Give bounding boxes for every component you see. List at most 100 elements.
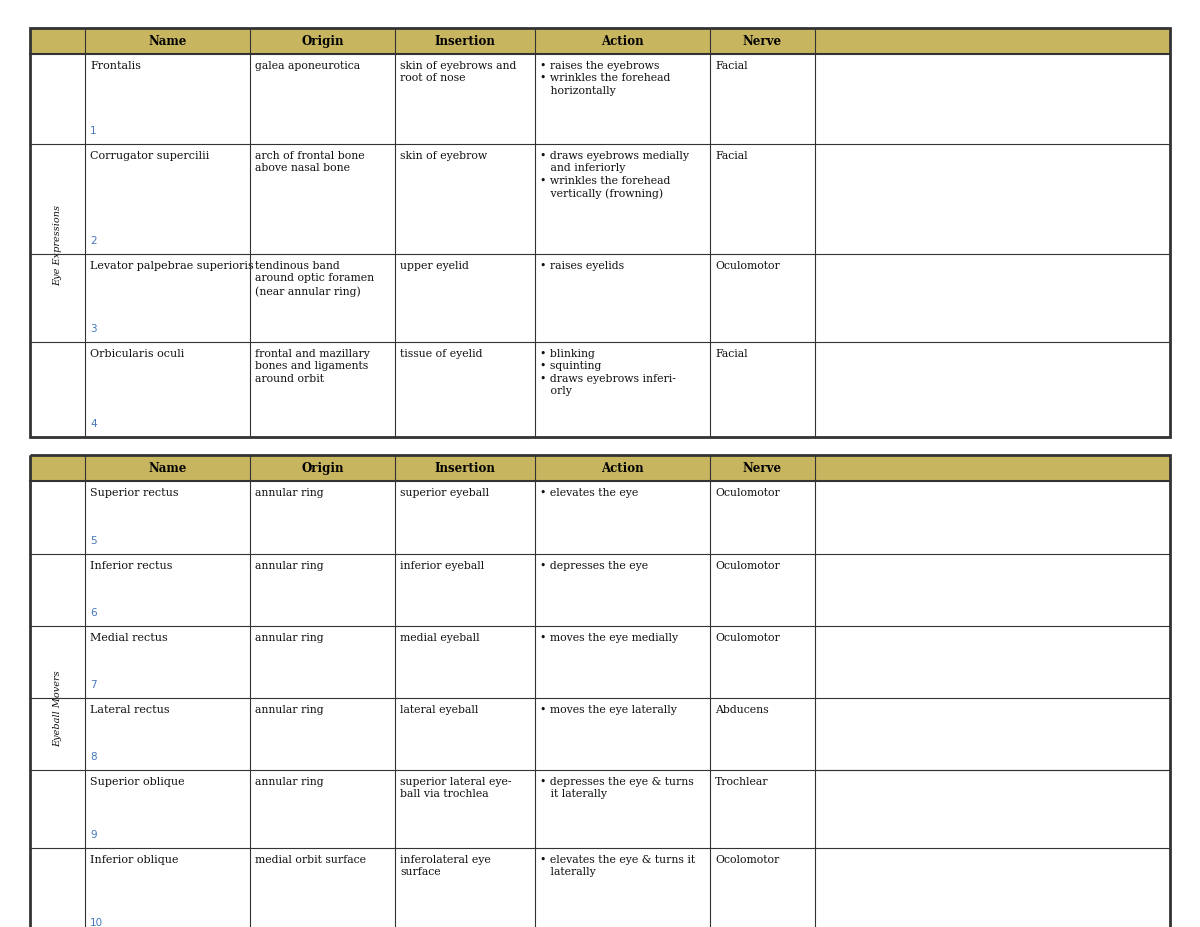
- Text: • elevates the eye & turns it
   laterally: • elevates the eye & turns it laterally: [540, 855, 695, 877]
- Text: annular ring: annular ring: [256, 777, 324, 787]
- Bar: [395, 698, 535, 770]
- Bar: [30, 254, 85, 342]
- Text: upper eyelid: upper eyelid: [400, 261, 469, 271]
- Bar: [30, 848, 85, 927]
- Bar: [85, 481, 250, 554]
- Text: skin of eyebrow: skin of eyebrow: [400, 151, 487, 161]
- Bar: [30, 342, 85, 437]
- Text: Oculomotor: Oculomotor: [715, 261, 780, 271]
- Bar: [85, 254, 250, 342]
- Text: Superior oblique: Superior oblique: [90, 777, 185, 787]
- Text: superior lateral eye-
ball via trochlea: superior lateral eye- ball via trochlea: [400, 777, 511, 799]
- Text: Oculomotor: Oculomotor: [715, 488, 780, 498]
- Bar: [535, 770, 710, 848]
- Text: Inferior oblique: Inferior oblique: [90, 855, 179, 865]
- Bar: [85, 626, 250, 698]
- Bar: [250, 698, 395, 770]
- Bar: [395, 626, 535, 698]
- Bar: [250, 342, 395, 437]
- Text: annular ring: annular ring: [256, 633, 324, 643]
- Text: 4: 4: [90, 419, 97, 429]
- Bar: [30, 770, 85, 848]
- Bar: [395, 144, 535, 254]
- Bar: [250, 144, 395, 254]
- Bar: [710, 54, 815, 144]
- Bar: [250, 848, 395, 927]
- Bar: [85, 455, 1170, 481]
- Bar: [30, 626, 85, 698]
- Bar: [250, 254, 395, 342]
- Bar: [30, 455, 85, 481]
- Bar: [30, 455, 1170, 927]
- Bar: [710, 770, 815, 848]
- Bar: [30, 698, 85, 770]
- Bar: [815, 144, 1170, 254]
- Bar: [30, 28, 85, 54]
- Bar: [815, 342, 1170, 437]
- Text: Action: Action: [601, 462, 644, 475]
- Text: Orbicularis oculi: Orbicularis oculi: [90, 349, 185, 359]
- Bar: [710, 626, 815, 698]
- Bar: [85, 848, 250, 927]
- Text: • depresses the eye & turns
   it laterally: • depresses the eye & turns it laterally: [540, 777, 694, 799]
- Text: 6: 6: [90, 608, 97, 618]
- Text: 10: 10: [90, 918, 103, 927]
- Bar: [395, 254, 535, 342]
- Bar: [395, 481, 535, 554]
- Bar: [395, 54, 535, 144]
- Text: Origin: Origin: [301, 34, 343, 47]
- Bar: [85, 54, 250, 144]
- Text: Inferior rectus: Inferior rectus: [90, 561, 173, 571]
- Bar: [395, 554, 535, 626]
- Text: Oculomotor: Oculomotor: [715, 633, 780, 643]
- Bar: [30, 144, 85, 254]
- Bar: [710, 481, 815, 554]
- Text: • elevates the eye: • elevates the eye: [540, 488, 638, 498]
- Bar: [710, 144, 815, 254]
- Bar: [815, 554, 1170, 626]
- Text: 7: 7: [90, 680, 97, 690]
- Text: Name: Name: [149, 462, 187, 475]
- Bar: [710, 342, 815, 437]
- Text: 1: 1: [90, 126, 97, 136]
- Bar: [250, 554, 395, 626]
- Text: 9: 9: [90, 830, 97, 840]
- Text: galea aponeurotica: galea aponeurotica: [256, 61, 360, 71]
- Bar: [815, 848, 1170, 927]
- Text: Facial: Facial: [715, 151, 748, 161]
- Bar: [250, 54, 395, 144]
- Text: Facial: Facial: [715, 349, 748, 359]
- Bar: [710, 554, 815, 626]
- Bar: [710, 698, 815, 770]
- Text: skin of eyebrows and
root of nose: skin of eyebrows and root of nose: [400, 61, 516, 83]
- Text: • moves the eye medially: • moves the eye medially: [540, 633, 678, 643]
- Text: annular ring: annular ring: [256, 561, 324, 571]
- Text: Name: Name: [149, 34, 187, 47]
- Text: Facial: Facial: [715, 61, 748, 71]
- Text: Trochlear: Trochlear: [715, 777, 768, 787]
- Bar: [85, 698, 250, 770]
- Text: 8: 8: [90, 752, 97, 762]
- Text: inferior eyeball: inferior eyeball: [400, 561, 485, 571]
- Text: Superior rectus: Superior rectus: [90, 488, 179, 498]
- Bar: [85, 770, 250, 848]
- Text: Abducens: Abducens: [715, 705, 769, 715]
- Bar: [815, 481, 1170, 554]
- Bar: [250, 770, 395, 848]
- Bar: [535, 848, 710, 927]
- Bar: [535, 144, 710, 254]
- Text: annular ring: annular ring: [256, 705, 324, 715]
- Text: Eyeball Movers: Eyeball Movers: [53, 670, 62, 747]
- Bar: [85, 144, 250, 254]
- Text: superior eyeball: superior eyeball: [400, 488, 490, 498]
- Bar: [30, 28, 1170, 437]
- Bar: [85, 342, 250, 437]
- Bar: [395, 342, 535, 437]
- Text: 2: 2: [90, 236, 97, 246]
- Bar: [815, 770, 1170, 927]
- Text: Nerve: Nerve: [743, 462, 782, 475]
- Bar: [535, 342, 710, 437]
- Bar: [535, 554, 710, 626]
- Bar: [85, 28, 1170, 54]
- Text: • raises eyelids: • raises eyelids: [540, 261, 624, 271]
